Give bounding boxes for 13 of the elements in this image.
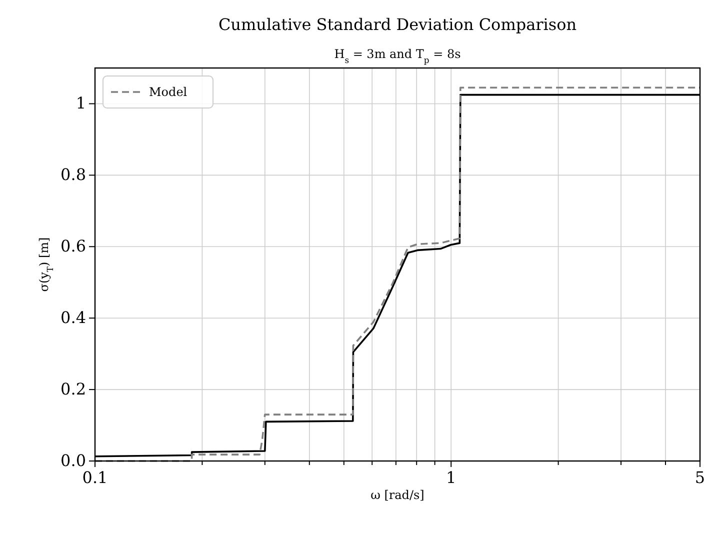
x-tick-label: 0.1: [82, 468, 108, 487]
y-tick-label: 0.4: [60, 308, 86, 328]
chart-subtitle: H$_{s}$ = 3m and T$_{p}$ = 8s: [334, 47, 461, 65]
y-tick-label: 0.8: [60, 165, 86, 184]
x-tick-label: 1: [446, 468, 456, 487]
legend-label: Model: [149, 85, 188, 99]
y-tick-label: 0.0: [60, 451, 86, 470]
x-axis-title: ω [rad/s]: [370, 488, 424, 502]
chart-title: Cumulative Standard Deviation Comparison: [218, 15, 577, 34]
y-tick-label: 0.2: [60, 380, 86, 399]
x-tick-label: 5: [694, 468, 706, 487]
y-tick-label: 0.6: [60, 236, 86, 256]
y-tick-label: 1: [76, 94, 86, 113]
